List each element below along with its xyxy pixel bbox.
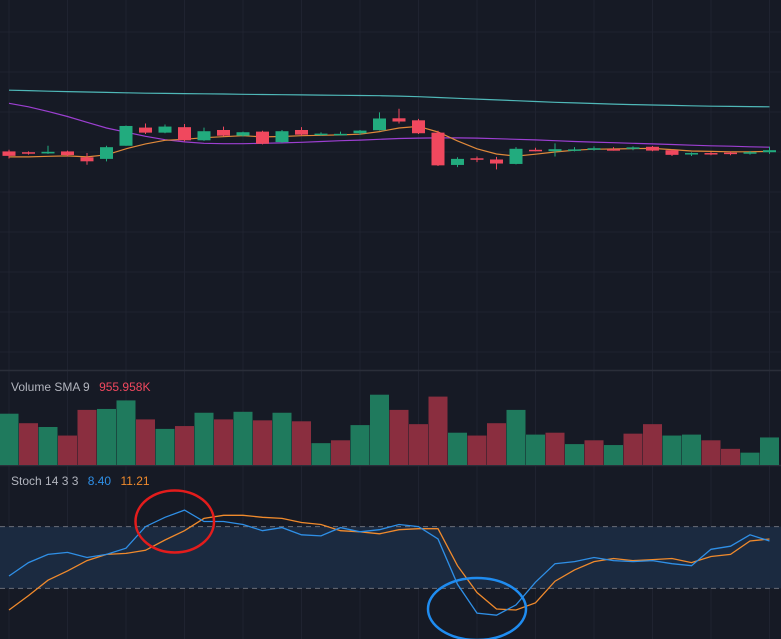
volume-bar: [116, 400, 136, 465]
volume-bar: [584, 440, 604, 465]
volume-bar: [565, 444, 584, 465]
candle-down[interactable]: [217, 130, 230, 136]
volume-bar: [545, 432, 565, 465]
moving-average-mid-line: [8, 102, 770, 148]
volume-indicator-value: 955.958K: [99, 380, 151, 394]
candle-up[interactable]: [100, 147, 113, 159]
volume-bar: [389, 409, 409, 465]
candle-down[interactable]: [2, 151, 16, 156]
stoch-d-value: 11.21: [120, 474, 150, 488]
volume-bar: [623, 433, 643, 465]
candle-down[interactable]: [295, 130, 308, 135]
volume-indicator-title[interactable]: Volume SMA 9: [11, 380, 90, 394]
volume-bar: [409, 424, 428, 465]
volume-bar: [487, 423, 506, 465]
stoch-k-value: 8.40: [87, 474, 112, 488]
volume-bar: [77, 409, 97, 465]
volume-bar: [350, 425, 370, 465]
candle-down[interactable]: [392, 118, 406, 122]
volume-bar: [253, 420, 272, 465]
moving-average-long-line: [8, 89, 770, 108]
candle-up[interactable]: [197, 131, 211, 141]
candle-down[interactable]: [607, 149, 620, 151]
candle-down[interactable]: [61, 151, 74, 156]
volume-bar: [643, 424, 662, 465]
volume-bar: [311, 443, 331, 465]
volume-bar: [58, 435, 77, 465]
candle-down[interactable]: [256, 131, 269, 144]
candle-up[interactable]: [275, 131, 289, 143]
candle-down[interactable]: [139, 127, 152, 133]
volume-bar: [448, 432, 467, 465]
candle-up[interactable]: [236, 132, 250, 136]
candle-up[interactable]: [548, 149, 562, 152]
volume-bar: [38, 427, 58, 465]
candle-up[interactable]: [763, 150, 776, 153]
volume-bar: [214, 419, 233, 465]
volume-bar: [370, 394, 389, 465]
candle-down[interactable]: [431, 132, 445, 166]
volume-bar: [428, 396, 448, 465]
volume-bar: [97, 408, 116, 465]
candle-up[interactable]: [685, 153, 698, 155]
volume-bar: [662, 435, 682, 465]
volume-pane-label: Volume SMA 9 955.958K: [11, 380, 156, 394]
candle-up[interactable]: [334, 133, 347, 136]
volume-bar: [19, 423, 38, 465]
candle-up[interactable]: [353, 130, 367, 134]
moving-average-short-line: [9, 125, 770, 158]
candle-up[interactable]: [587, 148, 601, 150]
volume-bar: [740, 452, 760, 465]
candle-down[interactable]: [22, 152, 35, 154]
volume-bar: [136, 419, 155, 465]
candle-up[interactable]: [158, 126, 172, 133]
volume-bar: [701, 440, 721, 465]
candle-down[interactable]: [412, 120, 425, 134]
stoch-d-line: [8, 514, 770, 611]
candle-down[interactable]: [470, 158, 484, 160]
volume-bar: [331, 440, 350, 465]
candle-up[interactable]: [373, 118, 386, 131]
candle-down[interactable]: [704, 153, 718, 155]
candle-down[interactable]: [490, 159, 503, 164]
volume-bar: [155, 428, 175, 465]
candle-down[interactable]: [665, 150, 679, 155]
volume-bar: [175, 426, 194, 465]
stoch-indicator-title[interactable]: Stoch 14 3 3: [11, 474, 79, 488]
stoch-pane-label: Stoch 14 3 3 8.40 11.21: [11, 474, 156, 488]
oversold-highlight-circle: [426, 576, 528, 639]
candle-down[interactable]: [646, 146, 659, 151]
volume-bar: [272, 412, 292, 465]
candle-down[interactable]: [80, 157, 94, 162]
candle-up[interactable]: [509, 148, 523, 164]
stoch-k-line: [8, 509, 770, 616]
volume-bar: [506, 409, 526, 465]
volume-bar: [233, 411, 253, 465]
candle-up[interactable]: [568, 149, 581, 151]
volume-bar: [194, 412, 214, 465]
volume-bar: [604, 445, 623, 465]
candle-up[interactable]: [314, 133, 328, 136]
candle-up[interactable]: [451, 158, 464, 165]
volume-bar: [526, 434, 545, 465]
candle-down[interactable]: [178, 127, 191, 141]
overbought-highlight-circle: [134, 489, 216, 554]
candle-down[interactable]: [724, 152, 737, 155]
candle-down[interactable]: [529, 149, 542, 152]
volume-bar: [467, 435, 487, 465]
volume-bar: [721, 448, 740, 465]
candle-up[interactable]: [119, 125, 133, 146]
stoch-band-background: [0, 526, 781, 589]
volume-bar: [292, 421, 311, 465]
volume-bar: [682, 434, 701, 465]
candle-up[interactable]: [41, 151, 55, 154]
volume-bar: [760, 437, 779, 465]
volume-bar: [0, 413, 19, 465]
candle-up[interactable]: [743, 152, 757, 154]
candle-up[interactable]: [626, 147, 640, 149]
